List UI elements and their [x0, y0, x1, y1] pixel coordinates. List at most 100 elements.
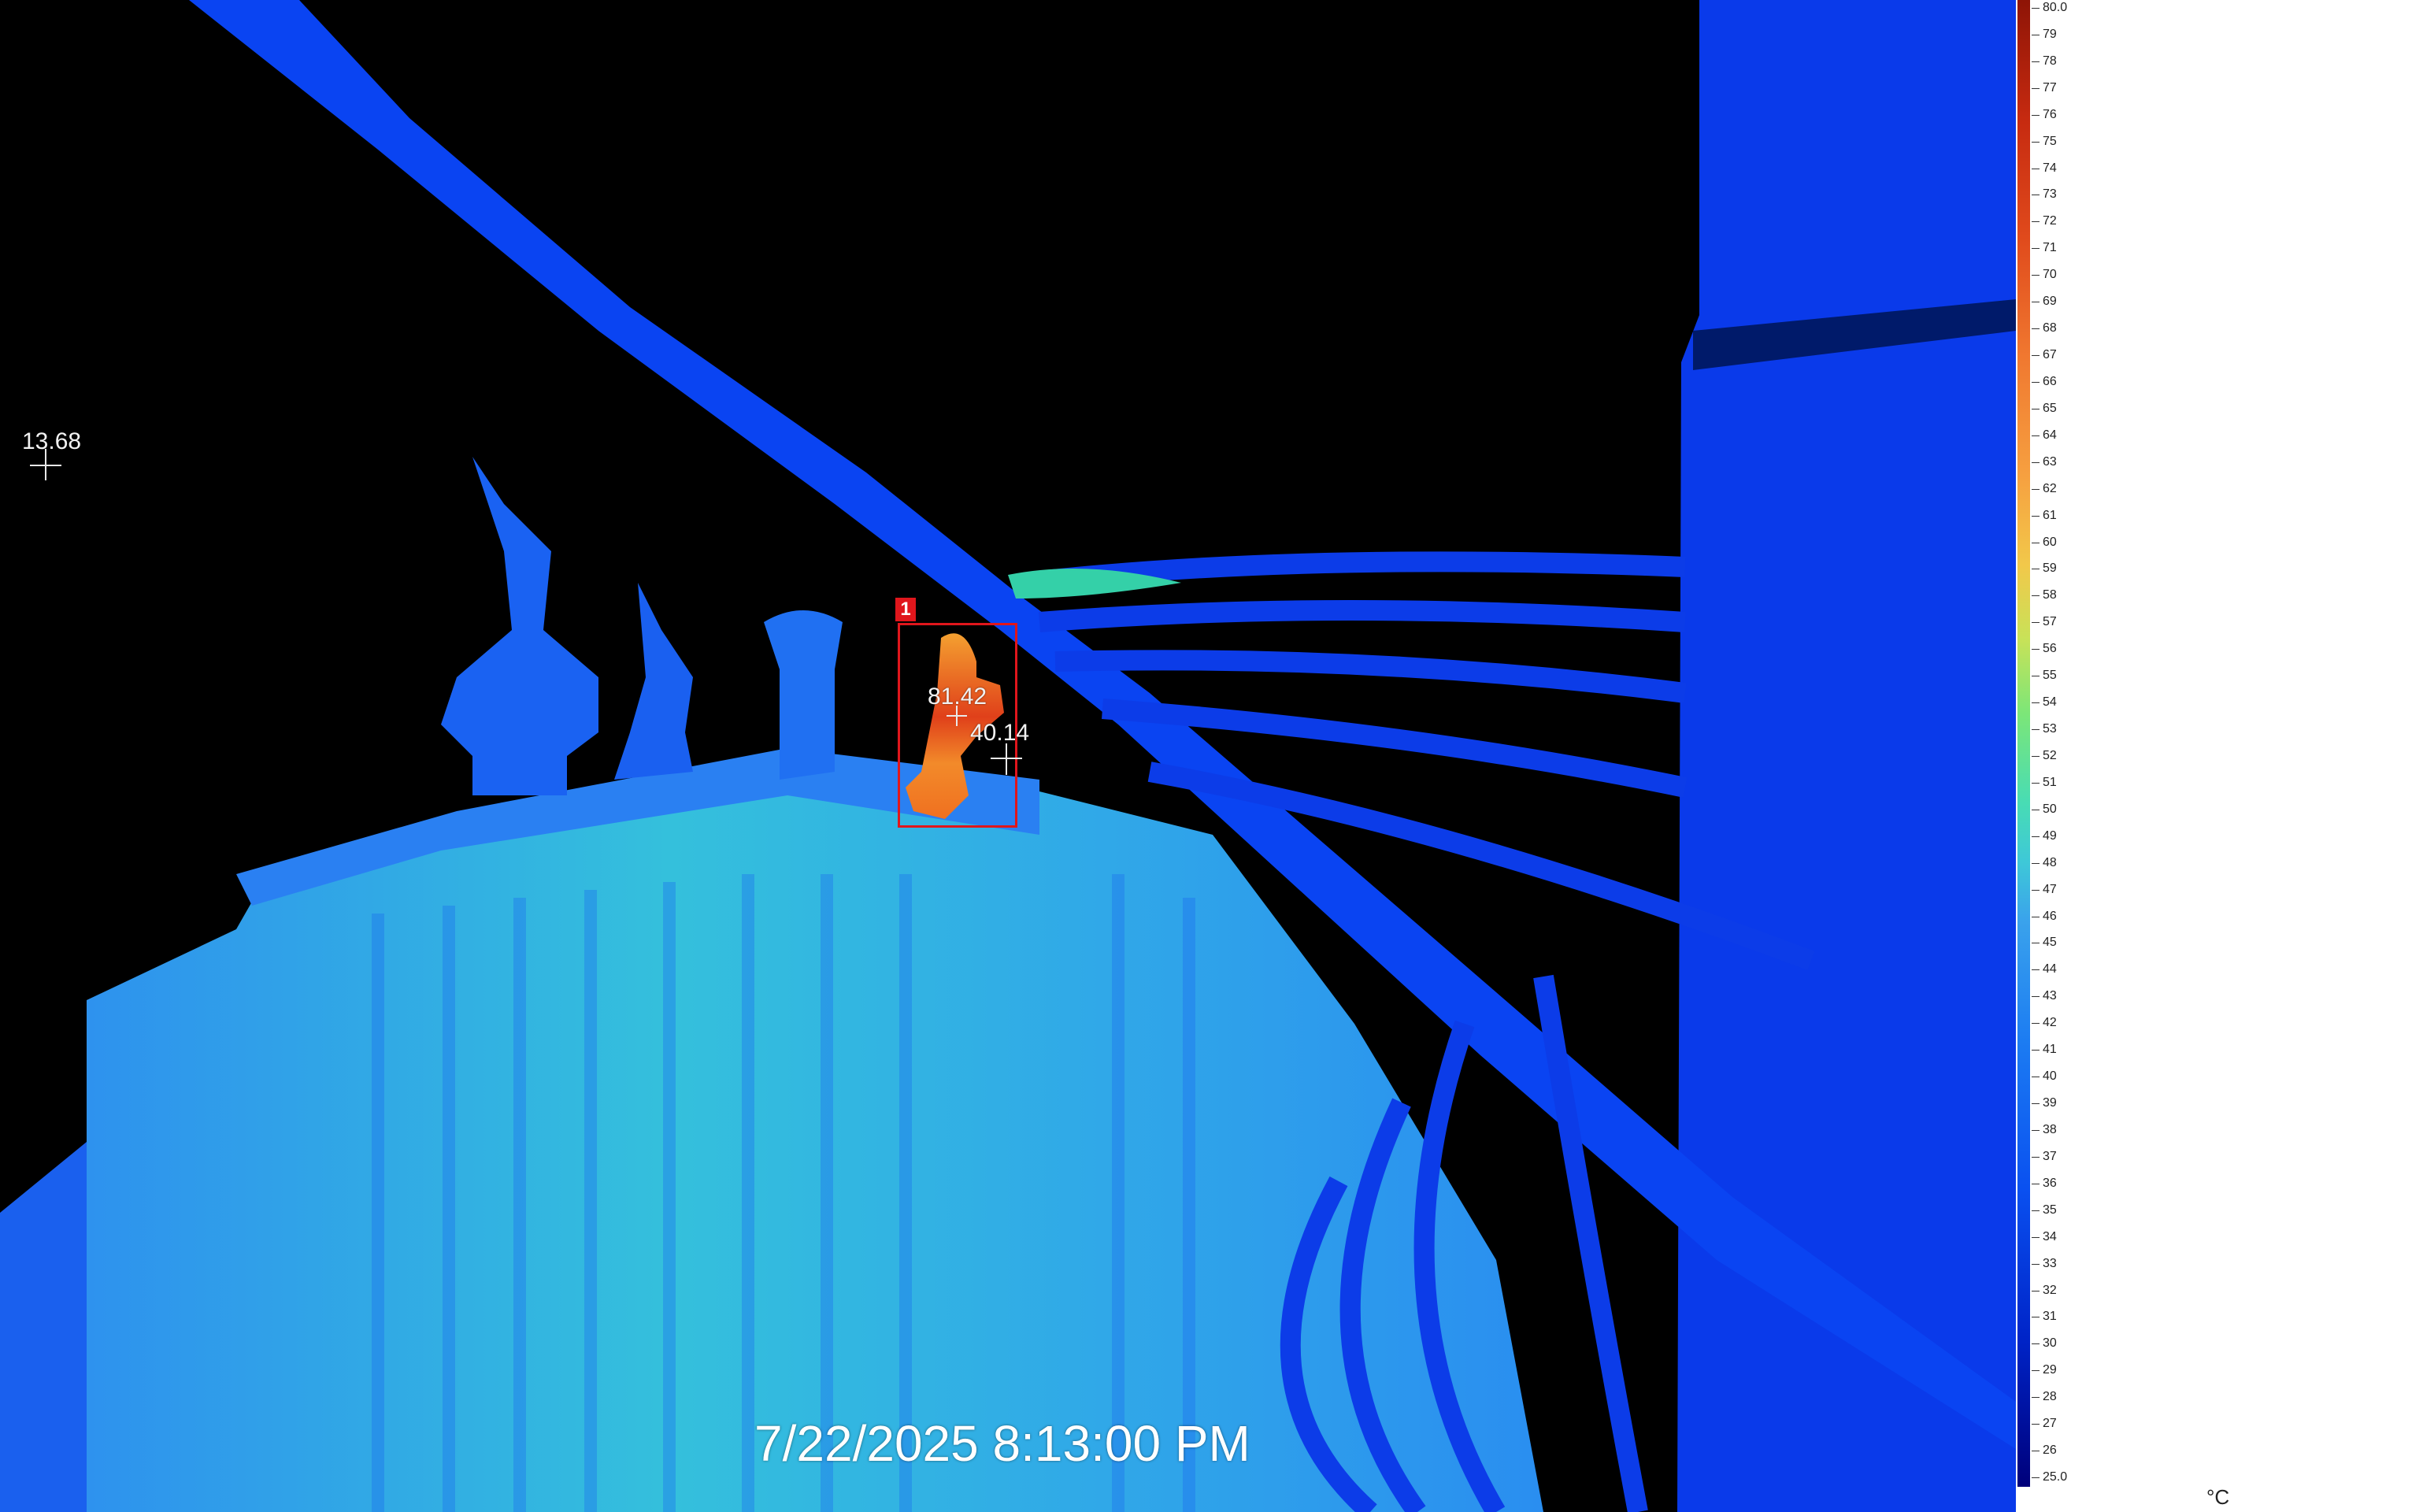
scale-tick-mark [2032, 114, 2040, 116]
scale-tick-mark [2032, 61, 2040, 62]
scale-tick-label: 76 [2043, 107, 2057, 121]
bushing-middle [614, 583, 693, 780]
scale-tick-label: 80.0 [2043, 1, 2068, 14]
scale-tick-label: 55 [2043, 669, 2057, 683]
scale-tick-label: 64 [2043, 428, 2057, 442]
scale-tick-mark [2032, 782, 2040, 784]
scale-tick-label: 37 [2043, 1149, 2057, 1163]
scale-tick-mark [2032, 1236, 2040, 1238]
thermal-image-viewport: 13.68 1 81.42 40.14 7/22/2025 8:13:00 PM [0, 0, 2016, 1512]
cooling-fins [372, 874, 1195, 1512]
scale-tick-label: 56 [2043, 642, 2057, 656]
scale-tick-mark [2032, 649, 2040, 650]
transformer-top-lid [236, 748, 1039, 906]
scale-tick-mark [2032, 1210, 2040, 1211]
cable-warm-end [1008, 569, 1181, 598]
scale-tick-mark [2032, 221, 2040, 223]
scale-tick-mark [2032, 248, 2040, 250]
scale-tick-mark [2032, 1156, 2040, 1158]
scale-tick-mark [2032, 328, 2040, 330]
scale-tick-label: 48 [2043, 855, 2057, 869]
scale-tick-mark [2032, 729, 2040, 731]
scale-tick-label: 74 [2043, 161, 2057, 175]
scale-tick-label: 42 [2043, 1016, 2057, 1030]
roi-number-badge: 1 [895, 598, 916, 621]
scale-tick-label: 58 [2043, 588, 2057, 602]
scale-tick-label: 69 [2043, 295, 2057, 309]
scale-tick-label: 62 [2043, 481, 2057, 495]
scale-tick-label: 46 [2043, 909, 2057, 923]
scale-tick-label: 79 [2043, 27, 2057, 41]
scale-tick-label: 52 [2043, 748, 2057, 762]
temperature-color-scale [2017, 0, 2030, 1487]
scale-tick-label: 50 [2043, 802, 2057, 816]
scale-tick-mark [2032, 275, 2040, 276]
spot-temperature-label: 13.68 [22, 428, 82, 454]
scale-tick-label: 38 [2043, 1122, 2057, 1136]
scale-tick-label: 61 [2043, 508, 2057, 522]
scale-tick-mark [2032, 1424, 2040, 1425]
scale-tick-label: 33 [2043, 1256, 2057, 1270]
scale-tick-label: 30 [2043, 1336, 2057, 1351]
scale-tick-label: 44 [2043, 962, 2057, 976]
transformer-body [87, 756, 1543, 1512]
scale-tick-label: 27 [2043, 1417, 2057, 1431]
temperature-unit: °C [2206, 1485, 2230, 1509]
scale-tick-label: 78 [2043, 54, 2057, 68]
scale-tick-mark [2032, 1397, 2040, 1399]
scale-tick-label: 54 [2043, 695, 2057, 710]
scale-tick-mark [2032, 1129, 2040, 1131]
scale-tick-mark [2032, 862, 2040, 864]
temperature-scale-panel [2016, 0, 2423, 1512]
thermal-scene [0, 0, 2016, 1512]
spot-temperature-label: 40.14 [970, 720, 1030, 746]
scale-tick-mark [2032, 435, 2040, 436]
scale-tick-mark [2032, 1343, 2040, 1345]
scale-tick-label: 59 [2043, 561, 2057, 576]
scale-tick-label: 39 [2043, 1096, 2057, 1110]
scale-tick-label: 73 [2043, 187, 2057, 202]
scale-tick-label: 70 [2043, 268, 2057, 282]
scale-tick-mark [2032, 836, 2040, 837]
scale-tick-mark [2032, 488, 2040, 490]
scale-tick-mark [2032, 702, 2040, 704]
hot-spot-region [906, 633, 1004, 819]
region-of-interest-box[interactable] [898, 623, 1017, 828]
scale-tick-label: 26 [2043, 1443, 2057, 1458]
scale-tick-mark [2032, 141, 2040, 143]
scale-tick-label: 60 [2043, 535, 2057, 549]
capture-timestamp: 7/22/2025 8:13:00 PM [754, 1415, 1250, 1472]
scale-tick-label: 28 [2043, 1390, 2057, 1404]
scale-tick-mark [2032, 515, 2040, 517]
scale-tick-mark [2032, 1103, 2040, 1105]
scale-tick-mark [2032, 355, 2040, 357]
scale-tick-label: 34 [2043, 1229, 2057, 1243]
scale-tick-mark [2032, 1477, 2040, 1478]
scale-tick-label: 45 [2043, 936, 2057, 950]
scale-tick-mark [2032, 622, 2040, 624]
scale-tick-mark [2032, 996, 2040, 998]
scale-tick-label: 49 [2043, 828, 2057, 843]
scale-tick-label: 25.0 [2043, 1470, 2068, 1484]
scale-tick-mark [2032, 1023, 2040, 1025]
scale-tick-mark [2032, 8, 2040, 9]
scale-tick-label: 71 [2043, 241, 2057, 255]
scale-tick-label: 66 [2043, 374, 2057, 388]
scale-tick-label: 51 [2043, 775, 2057, 789]
scale-tick-label: 57 [2043, 615, 2057, 629]
wall-beam [1693, 299, 2016, 370]
spot-temperature-label: 81.42 [928, 684, 987, 710]
scale-tick-label: 36 [2043, 1176, 2057, 1190]
bushing-right [764, 610, 843, 780]
scale-tick-label: 40 [2043, 1069, 2057, 1084]
scale-tick-label: 63 [2043, 454, 2057, 469]
scale-tick-mark [2032, 87, 2040, 89]
scale-tick-label: 43 [2043, 989, 2057, 1003]
scale-tick-mark [2032, 1370, 2040, 1372]
left-fin [0, 1142, 87, 1512]
scale-tick-mark [2032, 1290, 2040, 1292]
scale-tick-label: 29 [2043, 1363, 2057, 1377]
scale-tick-label: 77 [2043, 80, 2057, 94]
scale-tick-mark [2032, 1263, 2040, 1265]
scale-tick-label: 31 [2043, 1310, 2057, 1324]
